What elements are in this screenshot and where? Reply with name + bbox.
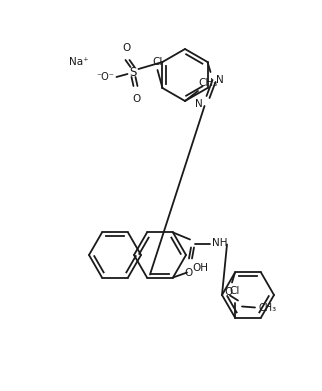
Text: CH₃: CH₃ [259, 303, 277, 314]
Text: NH: NH [212, 239, 228, 249]
Text: ⁻O⁻: ⁻O⁻ [97, 72, 114, 82]
Text: O: O [225, 287, 233, 298]
Text: Cl: Cl [230, 285, 240, 296]
Text: CH₃: CH₃ [198, 78, 218, 88]
Text: O: O [122, 43, 131, 53]
Text: OH: OH [192, 262, 208, 273]
Text: Cl: Cl [152, 57, 163, 67]
Text: N: N [194, 99, 203, 109]
Text: O: O [185, 269, 193, 278]
Text: N: N [216, 75, 223, 85]
Text: S: S [129, 66, 136, 79]
Text: O: O [132, 94, 141, 104]
Text: Na⁺: Na⁺ [69, 57, 88, 67]
